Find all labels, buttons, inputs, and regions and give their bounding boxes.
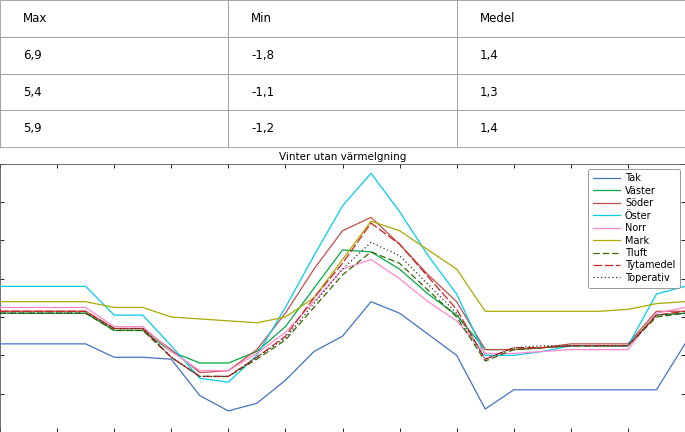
Title: Vinter utan värmelgning: Vinter utan värmelgning bbox=[279, 152, 406, 162]
Legend: Tak, Väster, Söder, Öster, Norr, Mark, Tluft, Tytamedel, Toperativ: Tak, Väster, Söder, Öster, Norr, Mark, T… bbox=[588, 168, 680, 288]
